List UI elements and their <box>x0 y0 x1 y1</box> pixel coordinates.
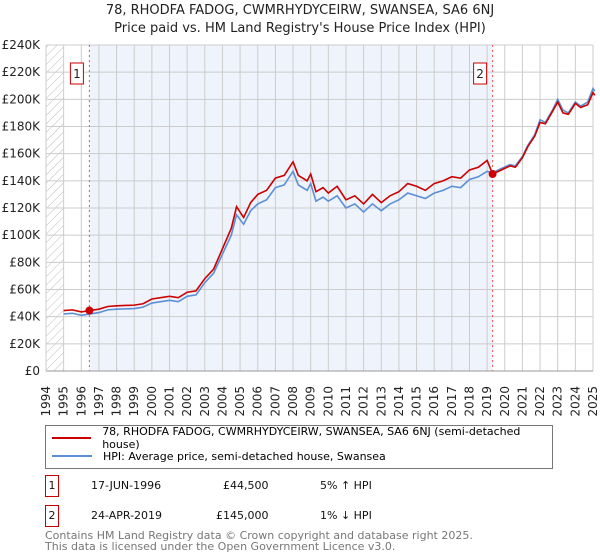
x-tick-label: 2005 <box>233 386 247 417</box>
y-tick-label: £60K <box>9 283 41 297</box>
x-tick-label: 1996 <box>74 386 88 417</box>
legend-swatch-red <box>52 437 92 439</box>
sale-date: 17-JUN-1996 <box>91 479 162 492</box>
y-tick-label: £180K <box>2 120 42 134</box>
x-tick-label: 2018 <box>462 386 476 417</box>
annotation-label: 1 <box>73 67 81 81</box>
x-tick-label: 2012 <box>357 386 371 417</box>
y-tick-label: £0 <box>25 364 40 378</box>
y-tick-label: £220K <box>2 65 42 79</box>
x-tick-label: 2000 <box>145 386 159 417</box>
y-tick-label: £240K <box>2 38 42 52</box>
sale-date: 24-APR-2019 <box>91 509 163 522</box>
chart-subtitle: Price paid vs. HM Land Registry's House … <box>114 21 486 36</box>
x-tick-label: 1997 <box>92 386 106 417</box>
x-tick-label: 2013 <box>374 386 388 417</box>
x-tick-label: 2020 <box>498 386 512 417</box>
sale-price: £44,500 <box>223 479 269 492</box>
legend-label: 78, RHODFA FADOG, CWMRHYDYCEIRW, SWANSEA… <box>102 425 521 451</box>
x-tick-label: 2021 <box>515 386 529 417</box>
x-tick-label: 2025 <box>586 386 600 417</box>
x-tick-label: 1995 <box>57 386 71 417</box>
y-tick-label: £200K <box>2 92 42 106</box>
legend-item-hpi: HPI: Average price, semi-detached house,… <box>52 448 386 464</box>
legend-label: HPI: Average price, semi-detached house,… <box>103 449 386 463</box>
sale-point <box>488 170 497 179</box>
x-tick-label: 2002 <box>180 386 194 417</box>
x-tick-label: 2015 <box>410 386 424 417</box>
legend-swatch-blue <box>52 455 92 457</box>
x-tick-label: 2003 <box>198 386 212 417</box>
y-tick-label: £40K <box>9 310 41 324</box>
x-tick-label: 1999 <box>127 386 141 417</box>
x-tick-label: 2016 <box>427 386 441 417</box>
y-tick-label: £160K <box>2 147 42 161</box>
x-tick-label: 2019 <box>480 386 494 417</box>
y-tick-label: £140K <box>2 174 42 188</box>
sale-hpi: 5% ↑ HPI <box>320 479 372 492</box>
x-tick-label: 2004 <box>215 386 229 417</box>
x-tick-label: 2006 <box>251 386 265 417</box>
x-tick-label: 2014 <box>392 386 406 417</box>
x-tick-label: 2022 <box>533 386 547 417</box>
x-tick-label: 2001 <box>163 386 177 417</box>
x-tick-label: 2008 <box>286 386 300 417</box>
y-tick-label: £120K <box>2 201 42 215</box>
sale-marker: 1 <box>45 475 59 497</box>
x-tick-label: 2024 <box>568 386 582 417</box>
x-tick-label: 2017 <box>445 386 459 417</box>
y-tick-label: £20K <box>9 337 41 351</box>
sale-marker: 2 <box>45 505 59 527</box>
chart-title: 78, RHODFA FADOG, CWMRHYDYCEIRW, SWANSEA… <box>105 3 495 18</box>
x-tick-label: 2007 <box>268 386 282 417</box>
annotation-box <box>69 62 84 85</box>
annotation-box <box>473 62 488 85</box>
annotation-label: 2 <box>476 67 484 81</box>
x-tick-label: 2023 <box>551 386 565 417</box>
x-tick-label: 2010 <box>321 386 335 417</box>
x-tick-label: 1998 <box>110 386 124 417</box>
legend: 78, RHODFA FADOG, CWMRHYDYCEIRW, SWANSEA… <box>45 425 553 469</box>
price-line <box>63 90 596 313</box>
plot-area: 1994 1995 1996 1997 1998 1999 2000 2001 2002 2003… <box>2 38 600 417</box>
sale-price: £145,000 <box>216 509 269 522</box>
footer-line: This data is licensed under the Open Gov… <box>45 540 396 553</box>
y-tick-label: £80K <box>9 255 41 269</box>
legend-item-property: 78, RHODFA FADOG, CWMRHYDYCEIRW, SWANSEA… <box>52 425 552 451</box>
x-tick-label: 2009 <box>304 386 318 417</box>
y-tick-label: £100K <box>2 228 42 242</box>
footer: Contains HM Land Registry data © Crown c… <box>45 530 473 552</box>
sale-hpi: 1% ↓ HPI <box>320 509 372 522</box>
x-tick-label: 1994 <box>39 386 53 417</box>
footer-line: Contains HM Land Registry data © Crown c… <box>45 529 473 542</box>
sale-point <box>85 306 94 315</box>
x-tick-label: 2011 <box>339 386 353 417</box>
